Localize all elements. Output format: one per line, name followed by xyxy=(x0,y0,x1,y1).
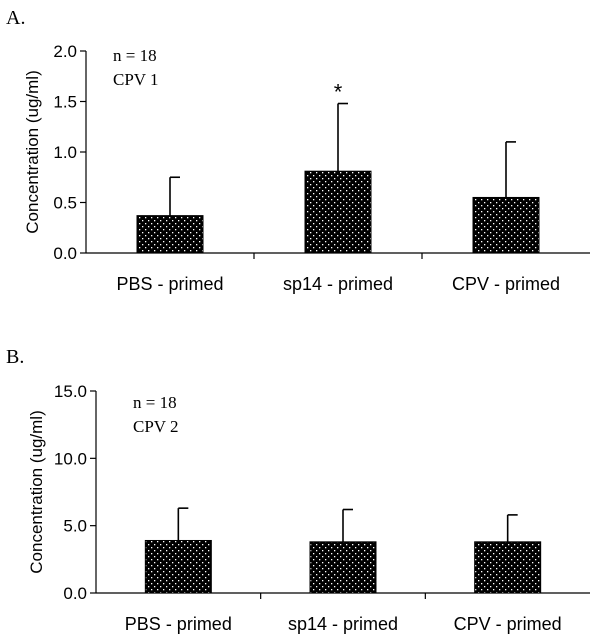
bar xyxy=(136,215,204,254)
category-label: CPV - primed xyxy=(452,274,560,294)
y-tick-label: 0.0 xyxy=(53,244,77,263)
category-label: sp14 - primed xyxy=(283,274,393,294)
category-label: PBS - primed xyxy=(116,274,223,294)
y-tick-label: 5.0 xyxy=(63,517,87,536)
bar xyxy=(474,541,542,594)
y-tick-label: 1.5 xyxy=(53,93,77,112)
y-tick-label: 1.0 xyxy=(53,143,77,162)
y-tick-label: 15.0 xyxy=(54,382,87,401)
sample-size-note: n = 18 xyxy=(113,46,157,65)
category-label: CPV - primed xyxy=(454,614,562,634)
category-label: PBS - primed xyxy=(125,614,232,634)
panel-label: A. xyxy=(6,7,25,29)
y-axis-label: Concentration (ug/ml) xyxy=(27,410,46,573)
vaccine-dose-note: CPV 2 xyxy=(133,417,179,436)
bar xyxy=(144,539,212,594)
chart-panels: A. 0.0 0.5 1.0 1.5 2.0 Concentration (ug/ml) n … xyxy=(6,7,590,634)
sample-size-note: n = 18 xyxy=(133,393,177,412)
bar xyxy=(309,541,377,594)
category-label: sp14 - primed xyxy=(288,614,398,634)
y-tick-label: 2.0 xyxy=(53,42,77,61)
panel-label: B. xyxy=(6,346,24,368)
chart-panel-a: A. 0.0 0.5 1.0 1.5 2.0 Concentration (ug/ml) n … xyxy=(6,7,590,294)
bar xyxy=(472,196,540,254)
significance-marker: * xyxy=(334,80,343,105)
y-tick-label: 0.5 xyxy=(53,194,77,213)
y-tick-label: 0.0 xyxy=(63,584,87,603)
vaccine-dose-note: CPV 1 xyxy=(113,70,159,89)
chart-panel-b: B. 0.0 5.0 10.0 15.0 Concentration (ug/ml) n =… xyxy=(6,346,590,634)
y-axis-label: Concentration (ug/ml) xyxy=(23,70,42,233)
bar xyxy=(304,170,372,254)
y-tick-label: 10.0 xyxy=(54,449,87,468)
